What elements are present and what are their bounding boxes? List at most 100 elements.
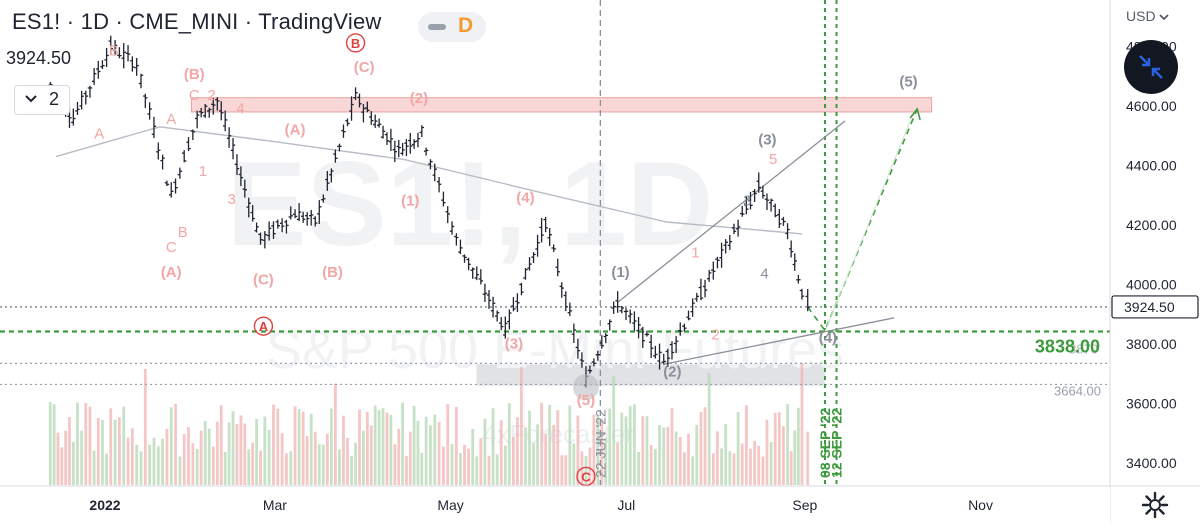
ohlc-bar	[79, 90, 84, 110]
ohlc-bar	[419, 125, 424, 138]
ohlc-bar	[254, 222, 259, 233]
volume-bar	[588, 447, 592, 485]
ohlc-bar	[436, 176, 442, 193]
volume-bar	[130, 428, 134, 485]
ohlc-bar	[788, 240, 794, 258]
ohlc-bar	[365, 101, 370, 113]
volume-bar	[195, 448, 199, 485]
ohlc-bar	[266, 221, 272, 241]
volume-bar	[424, 416, 428, 485]
ohlc-bar	[369, 111, 374, 125]
switch-icon	[428, 24, 446, 30]
ohlc-bar	[661, 353, 666, 365]
ohlc-bar	[75, 101, 80, 115]
channel-lower-line	[663, 317, 895, 365]
ohlc-bar	[125, 45, 131, 62]
moving-average-line	[55, 126, 803, 235]
volume-bar	[373, 405, 377, 485]
mode-badge: D	[458, 14, 474, 37]
ohlc-bar	[636, 316, 641, 339]
ohlc-bar	[198, 107, 204, 118]
volume-bar	[736, 411, 740, 485]
ohlc-bar	[706, 269, 712, 282]
volume-bar	[215, 421, 219, 485]
ohlc-bar	[329, 168, 334, 183]
volume-bar	[126, 437, 130, 485]
ohlc-bar	[309, 210, 314, 226]
ohlc-bar	[486, 290, 492, 309]
ohlc-bar	[91, 67, 97, 85]
volume-bar	[592, 414, 596, 485]
ohlc-bar	[543, 216, 548, 233]
ohlc-bar	[799, 288, 805, 300]
current-price-tag	[1111, 295, 1199, 319]
ohlc-bar	[555, 258, 560, 277]
ohlc-bar	[138, 73, 144, 89]
mode-toggle[interactable]: D	[418, 12, 486, 42]
volume-bar	[556, 410, 560, 485]
volume-bar	[305, 435, 309, 485]
collapse-button[interactable]	[1124, 40, 1178, 94]
volume-bar	[800, 363, 804, 485]
volume-bar	[699, 412, 703, 485]
wave-label: (1)	[611, 264, 629, 281]
ohlc-bar	[744, 196, 749, 215]
volume-bar	[60, 447, 64, 485]
interval-selector[interactable]: 2	[14, 85, 70, 115]
ohlc-bar	[384, 132, 390, 145]
wave-label: 1	[199, 163, 207, 180]
volume-bar	[793, 430, 797, 485]
volume-bar	[169, 407, 173, 485]
volume-bar	[369, 425, 373, 485]
ohlc-bar	[219, 101, 224, 121]
settings-button[interactable]	[1140, 490, 1170, 520]
volume-bar	[740, 443, 744, 485]
volume-bar	[786, 404, 789, 485]
y-tick-label: 3800.00	[1126, 336, 1177, 352]
volume-bar	[678, 436, 682, 485]
volume-bar	[429, 425, 432, 485]
currency-selector[interactable]: USD	[1126, 8, 1170, 24]
volume-bar	[471, 428, 475, 485]
ohlc-bar	[353, 87, 358, 100]
volume-bar	[219, 405, 223, 485]
volume-bar	[401, 402, 404, 485]
volume-bar	[564, 455, 568, 485]
ohlc-bar	[207, 107, 212, 118]
ohlc-bar	[296, 203, 302, 222]
volume-bar	[68, 417, 71, 485]
volume-bar	[749, 448, 752, 485]
interval-value: 2	[49, 89, 60, 109]
wave-label: (4)	[516, 190, 534, 207]
ohlc-bar	[454, 233, 459, 246]
volume-bar	[301, 411, 305, 485]
ohlc-bar	[112, 39, 118, 56]
volume-bar	[769, 441, 773, 485]
volume-bar	[433, 414, 437, 485]
ohlc-bar	[104, 47, 109, 68]
wave-label: B	[109, 42, 119, 59]
volume-bar	[777, 412, 781, 485]
volume-bar	[280, 433, 284, 485]
y-tick-label: 3600.00	[1126, 396, 1177, 412]
ohlc-bar	[173, 178, 178, 194]
volume-bar	[207, 428, 211, 485]
wave-label: (5)	[899, 74, 917, 91]
volume-bar	[178, 456, 182, 485]
volume-bar	[666, 426, 670, 485]
volume-bar	[362, 430, 365, 485]
volume-bar	[703, 407, 707, 485]
volume-bar	[540, 402, 544, 485]
volume-bar	[342, 415, 345, 485]
volume-bar	[289, 451, 293, 485]
ohlc-bar	[690, 298, 695, 317]
ohlc-bar	[194, 110, 200, 129]
ohlc-bar	[731, 223, 737, 235]
ohlc-bar	[337, 143, 342, 152]
volume-bar	[782, 426, 785, 485]
ohlc-bar	[177, 167, 183, 179]
ohlc-bar	[203, 103, 208, 118]
volume-bar	[259, 450, 262, 485]
